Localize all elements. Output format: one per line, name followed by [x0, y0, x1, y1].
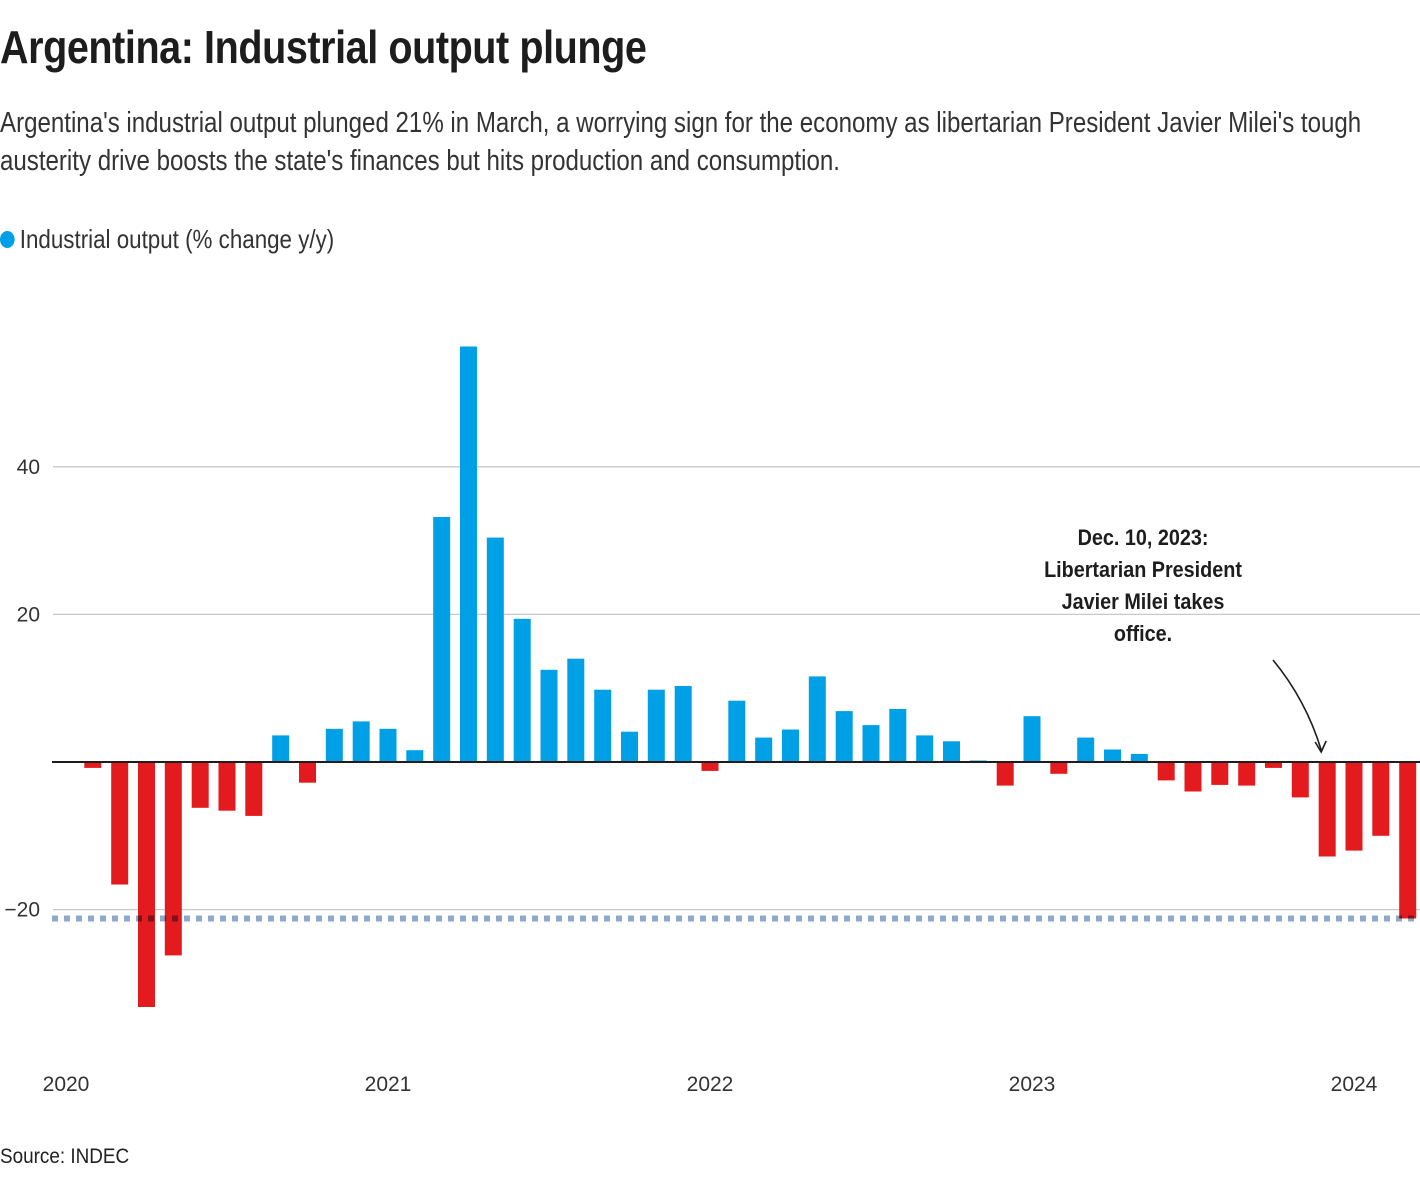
bar-mar-2023	[1077, 737, 1095, 762]
chart-title: Argentina: Industrial output plunge	[0, 21, 647, 73]
bar-nov-2021	[647, 689, 665, 762]
x-tick-label: 2024	[1331, 1073, 1378, 1096]
bar-jun-2023	[1157, 762, 1175, 781]
bar-oct-2021	[621, 731, 638, 762]
arrowhead-icon	[1314, 740, 1327, 754]
bar-aug-2023	[1211, 762, 1229, 785]
bar-jan-2024	[1345, 762, 1363, 851]
bar-feb-2021	[406, 750, 424, 762]
bar-mar-2022	[755, 737, 773, 762]
annotation-halo: Dec. 10, 2023:	[1078, 526, 1209, 550]
annotation-halo: Libertarian President	[1044, 558, 1242, 582]
bar-dec-2021	[674, 686, 692, 762]
bar-mar-2020	[111, 762, 129, 885]
bar-jan-2021	[379, 728, 397, 762]
gridlines	[53, 466, 1420, 911]
bar-nov-2023	[1291, 762, 1309, 798]
bar-may-2020	[164, 762, 182, 956]
bar-oct-2020	[299, 762, 316, 783]
annotation-halo: office.	[1114, 622, 1172, 646]
bar-may-2022	[808, 676, 826, 762]
bar-jul-2023	[1184, 762, 1202, 792]
x-tick-label: 2021	[365, 1073, 412, 1096]
bar-nov-2020	[325, 728, 343, 762]
bar-jul-2020	[218, 762, 236, 811]
bar-feb-2024	[1372, 762, 1390, 836]
bar-apr-2022	[782, 729, 799, 762]
bar-mar-2024	[1399, 762, 1417, 919]
bar-apr-2021	[460, 346, 477, 762]
bar-aug-2021	[567, 658, 585, 762]
legend-dot-icon	[0, 231, 15, 248]
annotation-halo: Javier Milei takes	[1062, 590, 1225, 614]
x-tick-label: 2022	[687, 1073, 734, 1096]
bar-jan-2022	[701, 762, 719, 771]
bars	[84, 346, 1417, 1007]
x-tick-label: 2020	[43, 1073, 90, 1096]
chart-subtitle: Argentina's industrial output plunged 21…	[0, 107, 1362, 177]
bar-may-2023	[1130, 753, 1148, 762]
x-axis-ticks: 2020 2021 2022 2023 2024	[43, 1073, 1378, 1096]
bar-oct-2023	[1265, 762, 1282, 768]
y-tick-label: 20	[17, 603, 40, 626]
bar-sep-2021	[594, 689, 612, 762]
source-note: Source: INDEC	[0, 1145, 130, 1168]
legend: Industrial output (% change y/y)	[0, 224, 334, 255]
bar-sep-2020	[272, 735, 290, 762]
bar-jun-2021	[513, 618, 531, 762]
annotation-text-line: Dec. 10, 2023:	[1078, 526, 1209, 550]
annotation-text-line: office.	[1114, 622, 1172, 646]
bar-oct-2022	[943, 741, 960, 762]
bar-sep-2023	[1238, 762, 1256, 786]
bar-dec-2022	[996, 762, 1014, 786]
bar-mar-2021	[433, 517, 451, 762]
bar-jun-2022	[835, 711, 853, 762]
bar-jul-2021	[540, 669, 558, 763]
x-tick-label: 2023	[1009, 1073, 1056, 1096]
bar-aug-2022	[889, 708, 907, 762]
bar-apr-2020	[138, 762, 155, 1007]
annotation-text-line: Javier Milei takes	[1062, 590, 1225, 614]
bar-jan-2023	[1023, 716, 1041, 762]
bar-feb-2020	[84, 762, 102, 768]
bar-sep-2022	[916, 735, 934, 762]
bar-jul-2022	[862, 725, 880, 762]
bar-aug-2020	[245, 762, 263, 816]
bar-jun-2020	[191, 762, 209, 808]
legend-label: Industrial output (% change y/y)	[19, 224, 335, 254]
y-tick-label: 40	[17, 456, 40, 479]
bar-feb-2023	[1050, 762, 1068, 774]
bar-may-2021	[486, 537, 504, 762]
annotation: Dec. 10, 2023:Dec. 10, 2023:Libertarian …	[1041, 523, 1327, 754]
bar-apr-2023	[1104, 749, 1121, 762]
y-axis-ticks: 40 20 −20	[4, 456, 40, 922]
bar-feb-2022	[728, 700, 746, 762]
bar-dec-2020	[352, 721, 370, 762]
annotation-arrow-icon	[1272, 659, 1322, 751]
annotation-text-line: Libertarian President	[1044, 558, 1242, 582]
y-tick-label: −20	[4, 899, 40, 922]
bar-dec-2023	[1318, 762, 1336, 857]
